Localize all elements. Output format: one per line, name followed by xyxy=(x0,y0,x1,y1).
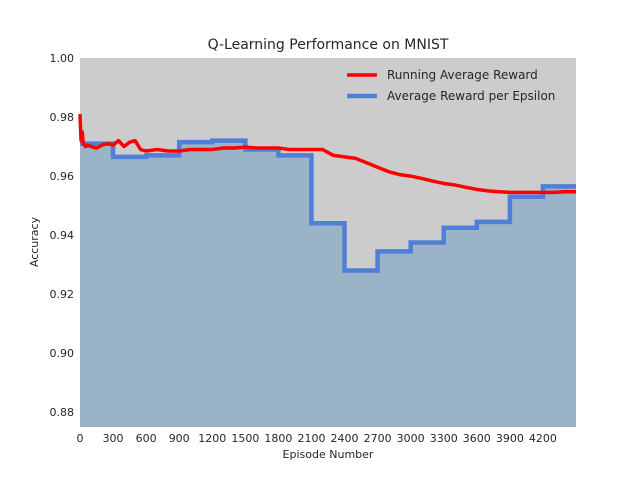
x-tick-label: 2400 xyxy=(331,432,359,445)
x-tick-label: 1500 xyxy=(231,432,259,445)
x-tick-label: 3000 xyxy=(397,432,425,445)
x-tick-label: 4200 xyxy=(529,432,557,445)
x-tick-label: 600 xyxy=(136,432,157,445)
fill-layer xyxy=(80,140,576,427)
y-tick-label: 0.96 xyxy=(50,170,75,183)
x-axis-ticks: 0 300 600 900 1200 1500 1800 2100 2400 2700 3000 33… xyxy=(77,432,557,445)
x-tick-label: 3300 xyxy=(430,432,458,445)
legend: Running Average Reward Average Reward pe… xyxy=(347,68,555,103)
y-tick-label: 1.00 xyxy=(50,52,75,65)
x-tick-label: 300 xyxy=(103,432,124,445)
y-tick-label: 0.92 xyxy=(50,288,75,301)
x-tick-label: 0 xyxy=(77,432,84,445)
x-tick-label: 3600 xyxy=(463,432,491,445)
chart-title: Q-Learning Performance on MNIST xyxy=(208,37,449,53)
y-tick-label: 0.98 xyxy=(50,111,75,124)
area-fill-average-reward-per-epsilon xyxy=(80,140,576,427)
x-tick-label: 1800 xyxy=(264,432,292,445)
legend-label-running-average: Running Average Reward xyxy=(387,68,538,82)
x-tick-label: 2700 xyxy=(364,432,392,445)
x-tick-label: 900 xyxy=(169,432,190,445)
y-tick-label: 0.88 xyxy=(50,406,75,419)
series-line-average-reward-per-epsilon xyxy=(80,138,576,273)
x-tick-label: 1200 xyxy=(198,432,226,445)
x-tick-label: 3900 xyxy=(496,432,524,445)
legend-label-average-per-epsilon: Average Reward per Epsilon xyxy=(387,89,555,103)
x-tick-label: 2100 xyxy=(297,432,325,445)
series-layer xyxy=(78,114,576,273)
series-line-running-average-reward xyxy=(78,114,576,195)
y-axis-ticks: 0.88 0.90 0.92 0.94 0.96 0.98 1.00 xyxy=(50,52,75,419)
y-tick-label: 0.94 xyxy=(50,229,75,242)
y-tick-label: 0.90 xyxy=(50,347,75,360)
y-axis-label: Accuracy xyxy=(28,216,41,267)
x-axis-label: Episode Number xyxy=(283,448,374,461)
